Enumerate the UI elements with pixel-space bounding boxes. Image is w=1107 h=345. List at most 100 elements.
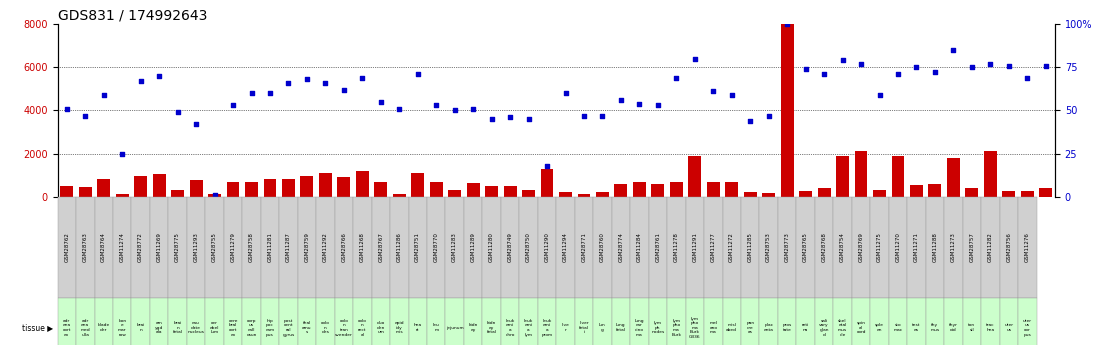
- Text: lym
pho
ma
Burk: lym pho ma Burk: [671, 319, 681, 337]
- Text: GSM28770: GSM28770: [434, 233, 438, 263]
- Text: blade
der: blade der: [97, 324, 110, 332]
- Text: GSM11284: GSM11284: [637, 233, 642, 263]
- Point: [446, 108, 464, 113]
- Bar: [689, 156, 701, 197]
- Point: [538, 163, 556, 168]
- Text: GSM11275: GSM11275: [877, 233, 882, 263]
- Point: [76, 113, 94, 118]
- Point: [963, 65, 981, 70]
- Point: [151, 73, 168, 79]
- Bar: [282, 179, 294, 197]
- Point: [95, 92, 113, 98]
- Text: GSM11274: GSM11274: [120, 233, 125, 263]
- Text: GSM28751: GSM28751: [415, 233, 421, 263]
- Text: hip
poc
cam
pus: hip poc cam pus: [266, 319, 275, 337]
- Text: tissue ▶: tissue ▶: [22, 323, 53, 332]
- Point: [1037, 63, 1055, 68]
- Text: GSM28764: GSM28764: [101, 233, 106, 263]
- Point: [501, 115, 519, 120]
- Text: liver
fetal
i: liver fetal i: [579, 321, 589, 334]
- Text: ton
sil: ton sil: [969, 324, 975, 332]
- Text: GSM28765: GSM28765: [803, 233, 808, 263]
- Point: [649, 102, 666, 108]
- Text: corp
us
call
osun: corp us call osun: [247, 319, 257, 337]
- Bar: [873, 190, 886, 197]
- Bar: [412, 173, 424, 197]
- Text: hea
rt: hea rt: [414, 324, 422, 332]
- Text: sali
vary
glan
d: sali vary glan d: [819, 319, 829, 337]
- Point: [686, 56, 704, 61]
- Text: GSM28758: GSM28758: [249, 233, 254, 263]
- Bar: [614, 184, 628, 197]
- Text: pan
cre
as: pan cre as: [746, 321, 754, 334]
- Text: adr
ena
med
ulla: adr ena med ulla: [81, 319, 90, 337]
- Text: GSM11288: GSM11288: [932, 233, 938, 263]
- Bar: [504, 186, 517, 197]
- Point: [889, 71, 907, 77]
- Point: [1000, 63, 1017, 68]
- Text: epid
idy
mis: epid idy mis: [394, 321, 404, 334]
- Text: GSM28762: GSM28762: [64, 233, 70, 263]
- Bar: [706, 181, 720, 197]
- Bar: [818, 188, 830, 197]
- Bar: [670, 181, 683, 197]
- Point: [834, 58, 851, 63]
- Text: uter
us: uter us: [1004, 324, 1013, 332]
- Point: [944, 47, 962, 53]
- Bar: [596, 193, 609, 197]
- Point: [335, 87, 353, 92]
- Bar: [984, 151, 996, 197]
- Text: test
es: test es: [912, 324, 921, 332]
- Bar: [208, 195, 221, 197]
- Point: [908, 65, 925, 70]
- Point: [593, 113, 611, 118]
- Bar: [946, 158, 960, 197]
- Bar: [559, 193, 572, 197]
- Text: GSM11292: GSM11292: [323, 233, 328, 263]
- Bar: [836, 156, 849, 197]
- Text: brai
n
fetal: brai n fetal: [173, 321, 183, 334]
- Text: misl
abed: misl abed: [726, 324, 737, 332]
- Text: GSM11269: GSM11269: [157, 233, 162, 263]
- Text: GSM11281: GSM11281: [268, 233, 272, 263]
- Text: kidn
ey
fetal: kidn ey fetal: [487, 321, 497, 334]
- Point: [391, 106, 408, 111]
- Bar: [1039, 188, 1052, 197]
- Text: colo
n
tran
svender: colo n tran svender: [335, 319, 353, 337]
- Text: lym
ph
nodes: lym ph nodes: [651, 321, 664, 334]
- Text: GSM28754: GSM28754: [840, 233, 845, 263]
- Bar: [1002, 191, 1015, 197]
- Text: adr
ena
cort
ex: adr ena cort ex: [63, 319, 71, 337]
- Text: thy
mus: thy mus: [930, 324, 940, 332]
- Text: GSM28771: GSM28771: [581, 233, 587, 263]
- Text: leuk
emi
a
chro: leuk emi a chro: [506, 319, 515, 337]
- Bar: [319, 173, 332, 197]
- Text: thal
amu
s: thal amu s: [302, 321, 312, 334]
- Point: [759, 113, 777, 118]
- Point: [576, 113, 593, 118]
- Text: am
ygd
ala: am ygd ala: [155, 321, 164, 334]
- Text: pros
tate: pros tate: [783, 324, 792, 332]
- Point: [870, 92, 888, 98]
- Bar: [134, 176, 147, 197]
- Text: GSM28750: GSM28750: [526, 233, 531, 263]
- Point: [58, 106, 75, 111]
- Point: [483, 116, 500, 122]
- Bar: [448, 190, 462, 197]
- Text: GSM11278: GSM11278: [674, 233, 679, 263]
- Bar: [633, 181, 645, 197]
- Text: GSM28766: GSM28766: [341, 233, 346, 263]
- Text: GSM28768: GSM28768: [821, 233, 827, 263]
- Text: GSM11285: GSM11285: [747, 233, 753, 263]
- Bar: [540, 169, 554, 197]
- Bar: [910, 185, 923, 197]
- Text: colo
n
des: colo n des: [321, 321, 330, 334]
- Bar: [744, 193, 757, 197]
- Text: GSM11277: GSM11277: [711, 233, 716, 263]
- Bar: [97, 179, 111, 197]
- Text: bon
e
mar
row: bon e mar row: [118, 319, 126, 337]
- Text: GDS831 / 174992643: GDS831 / 174992643: [58, 9, 207, 23]
- Bar: [799, 191, 813, 197]
- Point: [815, 71, 832, 77]
- Text: GSM11268: GSM11268: [360, 233, 365, 263]
